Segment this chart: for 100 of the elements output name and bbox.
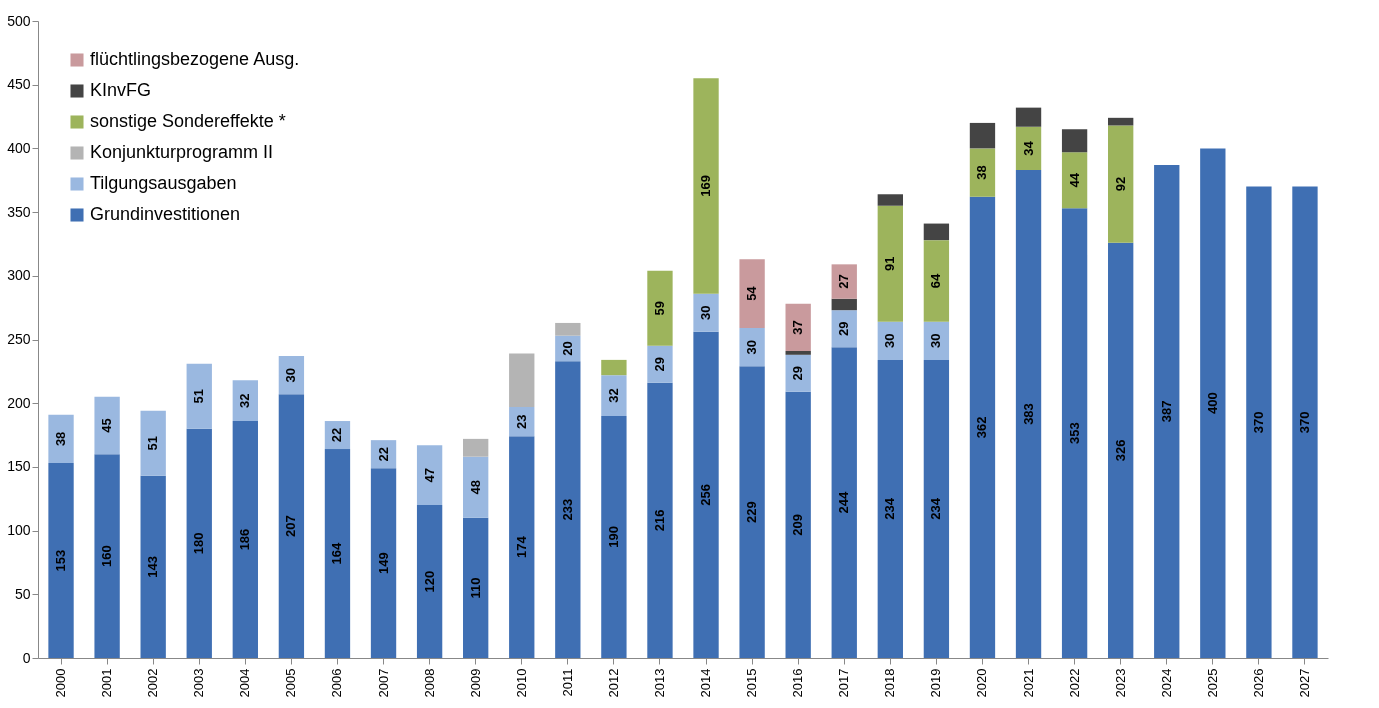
data-label: 244 [836,490,852,514]
data-label: 149 [375,552,391,574]
bar [1108,117,1134,126]
data-label: 233 [559,498,575,521]
data-label: 30 [698,305,714,320]
bar [140,475,166,658]
data-label: 326 [1112,439,1128,462]
x-tick-label: 2026 [1250,668,1266,698]
bar [186,363,212,429]
data-label: 110 [467,577,483,599]
data-label: 92 [1112,176,1128,192]
bar [324,449,351,658]
bar [739,328,765,367]
x-tick-label: 2000 [53,668,69,698]
data-label: 207 [283,515,299,537]
x-tick-label: 2023 [1112,668,1128,698]
bar [509,353,535,408]
bar [48,414,74,464]
y-tick-label: 150 [7,458,31,475]
data-label: 23 [513,414,529,429]
bar [831,347,857,658]
x-tick-label: 2006 [329,668,345,698]
data-label: 64 [928,272,944,289]
data-label: 229 [744,501,760,523]
y-tick-label: 0 [22,649,31,666]
data-label: 234 [928,497,944,520]
bar [232,421,258,658]
data-label: 370 [1250,411,1266,434]
bar [186,428,212,658]
data-label: 32 [237,393,253,408]
data-label: 27 [836,274,852,289]
data-label: 164 [329,541,345,565]
bar [278,394,305,658]
data-label: 362 [974,416,990,439]
bar [693,78,719,294]
x-tick-label: 2027 [1296,668,1312,698]
data-label: 38 [53,431,69,447]
x-tick-label: 2021 [1020,668,1036,698]
bar [601,415,627,658]
data-label: 387 [1158,400,1174,423]
x-tick-label: 2011 [559,668,575,697]
bar [923,223,950,241]
bar [1246,186,1272,658]
data-label: 29 [790,366,806,381]
x-tick-label: 2001 [99,668,115,698]
bar [831,298,857,311]
data-label: 54 [744,285,760,301]
bar [1061,152,1088,209]
data-label: 256 [698,484,714,506]
data-label: 180 [191,532,207,555]
bar [1061,208,1088,658]
x-tick-label: 2025 [1204,668,1220,698]
bar [693,293,719,332]
x-tick-label: 2015 [744,668,760,698]
legend-label: Tilgungsausgaben [90,173,237,193]
data-label: 32 [605,388,621,403]
bar [509,436,535,658]
x-tick-label: 2012 [605,668,621,698]
bar [647,345,673,383]
bar [1015,107,1042,127]
bar [647,270,673,346]
x-tick-label: 2007 [375,668,391,698]
x-tick-label: 2016 [790,668,806,698]
y-tick-label: 300 [7,267,31,284]
y-tick-label: 200 [7,394,31,411]
bar [94,454,120,658]
y-tick-label: 450 [7,76,31,93]
bar [140,410,166,476]
x-tick-label: 2003 [191,668,207,698]
x-tick-label: 2022 [1066,668,1082,698]
x-tick-label: 2005 [283,668,299,698]
data-label: 143 [145,556,161,578]
data-label: 38 [974,165,990,180]
legend-label: flüchtlingsbezogene Ausg. [90,49,300,69]
data-label: 186 [237,528,253,551]
bar [416,505,443,658]
data-label: 353 [1066,422,1082,444]
data-label: 44 [1066,172,1082,188]
data-label: 120 [421,570,437,593]
bar [1015,170,1042,658]
x-tick-label: 2014 [698,668,714,698]
data-label: 45 [99,418,115,433]
bar [969,148,996,197]
data-label: 47 [421,467,437,483]
bar [601,375,627,416]
bar [463,438,489,457]
x-tick-label: 2010 [513,668,529,698]
data-label: 37 [790,320,806,335]
bar [831,264,857,299]
x-tick-label: 2002 [145,668,161,698]
legend-label: Konjunkturprogramm II [90,142,274,162]
bar [739,366,765,658]
x-tick-label: 2004 [237,668,253,698]
data-label: 190 [605,526,621,548]
bar [785,303,811,351]
legend-label: sonstige Sondereffekte * [90,111,286,131]
bar [1108,242,1134,658]
x-tick-label: 2019 [928,668,944,698]
bar [463,517,489,658]
data-label: 30 [283,367,299,383]
